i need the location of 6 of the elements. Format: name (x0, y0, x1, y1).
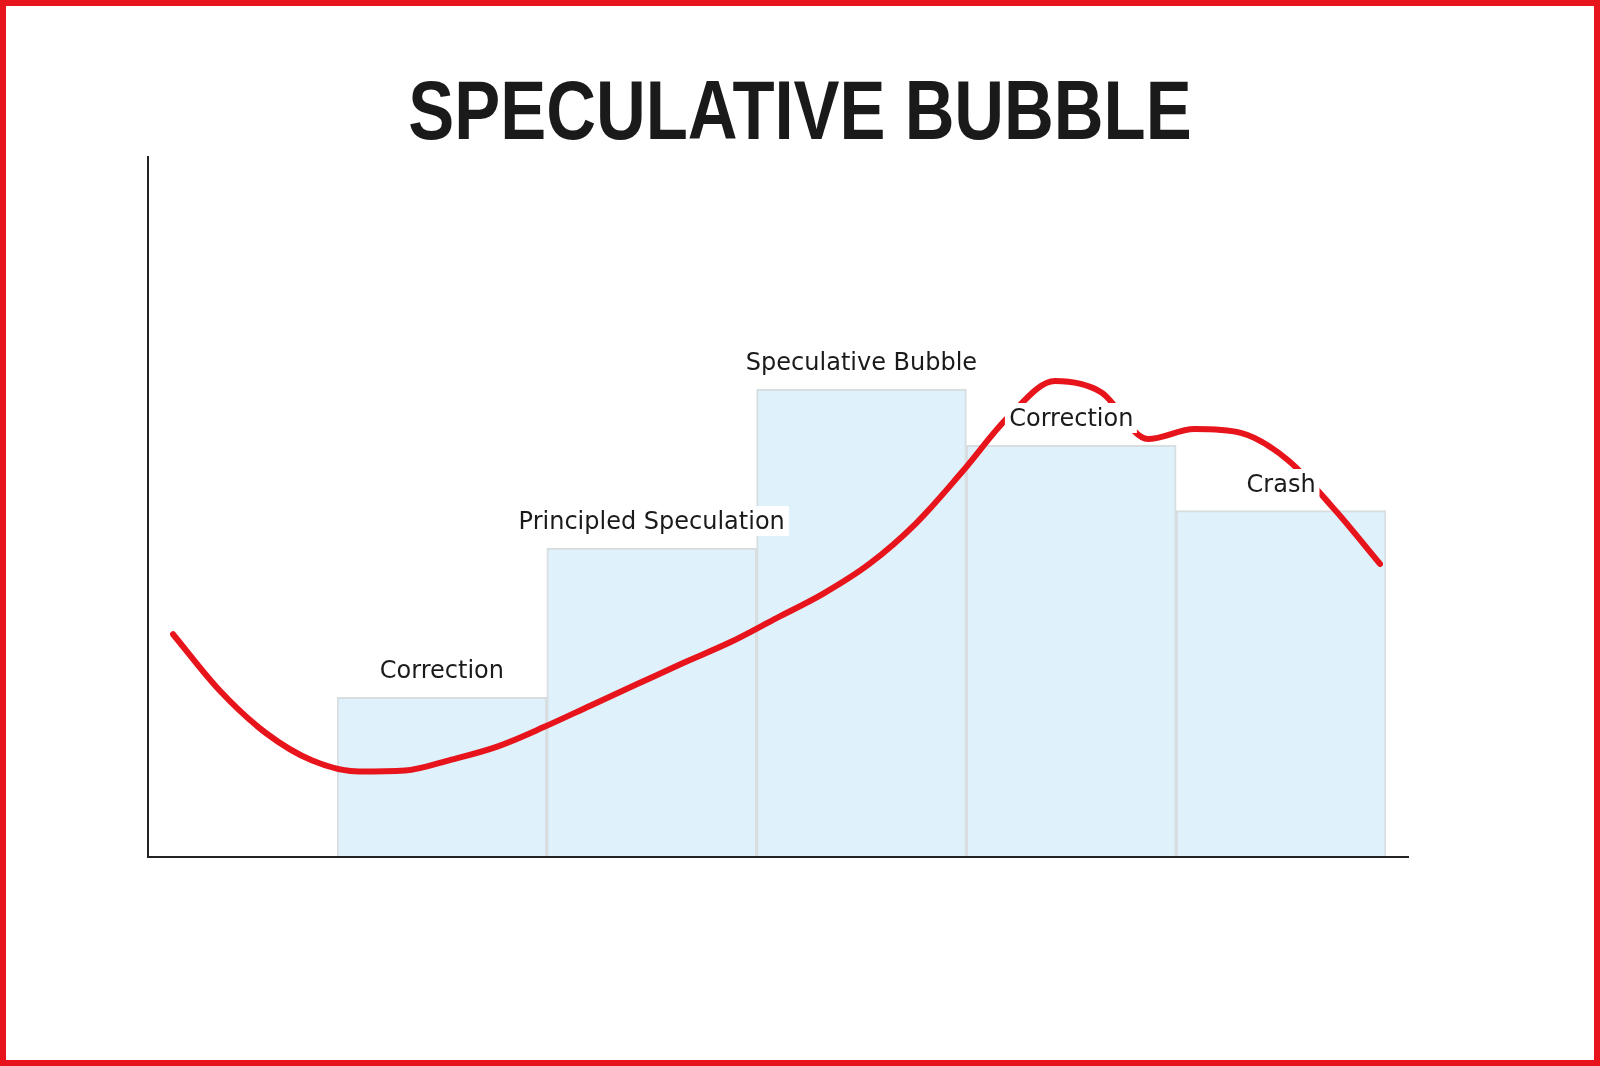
chart-title: SPECULATIVE BUBBLE (407, 62, 1193, 159)
x-tick-label: Principled Speculation (514, 506, 789, 536)
x-tick-label: Correction (1005, 403, 1138, 434)
x-tick-label: Correction (375, 655, 508, 686)
x-tick-label: Speculative Bubble (741, 347, 982, 378)
x-tick-label: Crash (1242, 468, 1320, 499)
